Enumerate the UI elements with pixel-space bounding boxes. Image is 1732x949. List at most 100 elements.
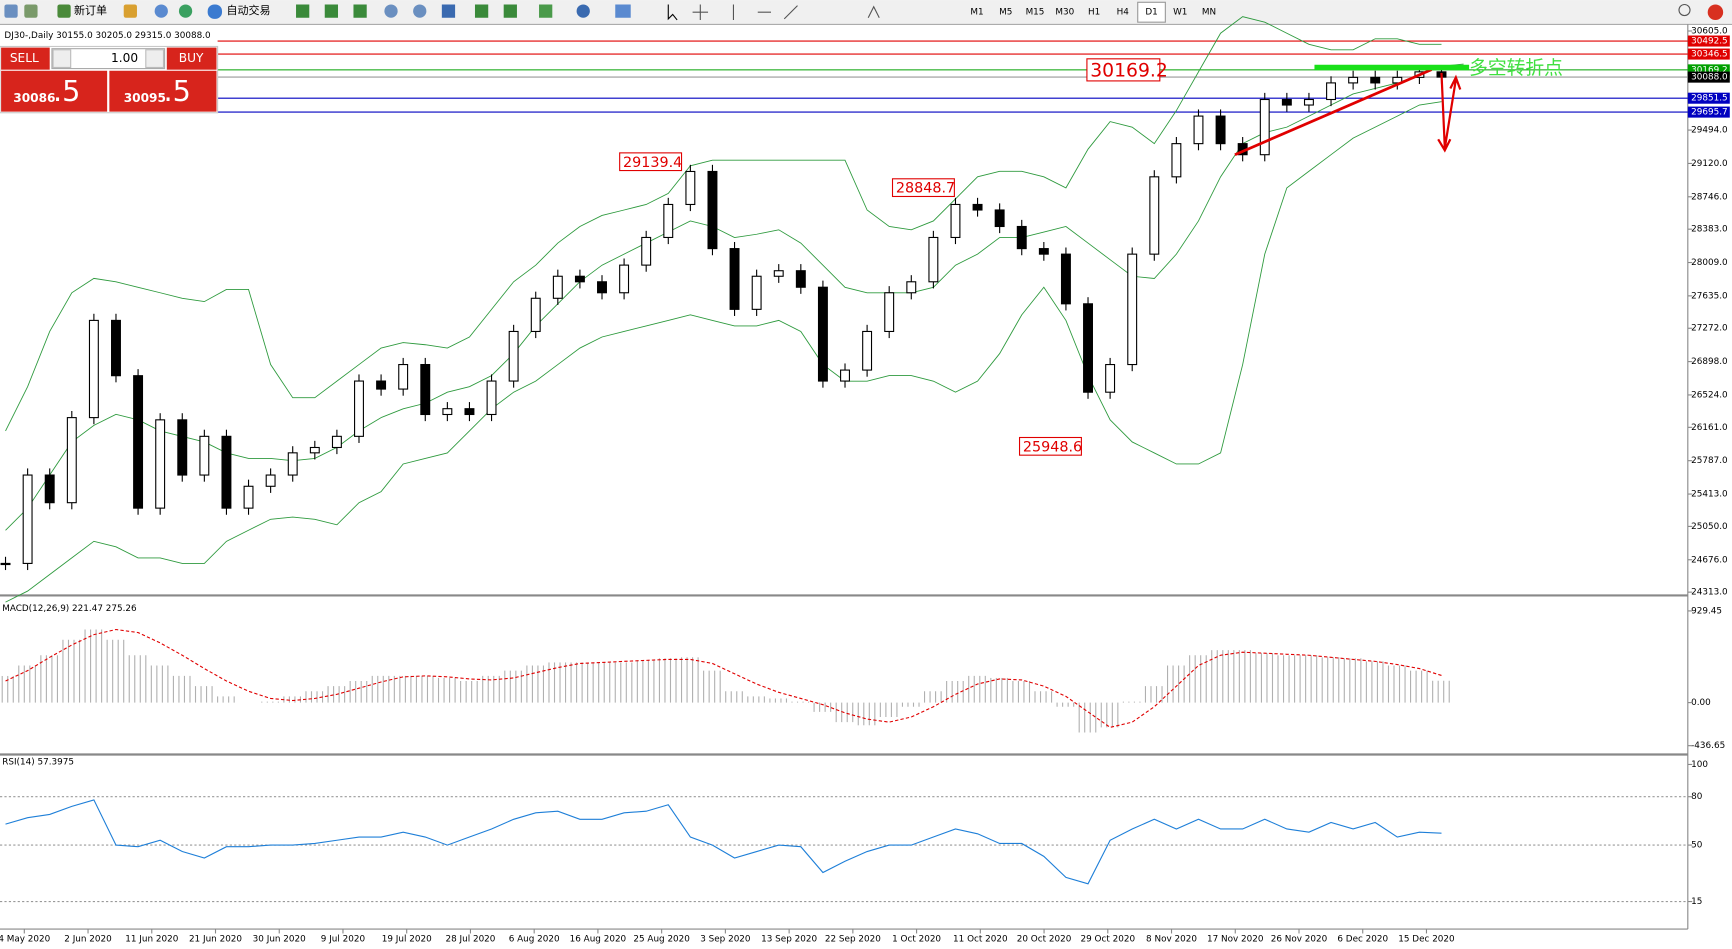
candle-body: [729, 248, 740, 310]
candle-body: [464, 408, 475, 416]
date-label: 9 Jul 2020: [321, 934, 366, 944]
timeframe-button[interactable]: H4: [1117, 8, 1130, 18]
candle-body: [1083, 303, 1093, 393]
timeframe-button[interactable]: W1: [1173, 8, 1187, 18]
macd-panel: MACD(12,26,9) 221.47 275.26 929.45 0.00 -43…: [1, 604, 1725, 751]
candle-body: [1105, 363, 1116, 393]
candle-body: [398, 363, 409, 390]
price-level-label: 30492.5: [1691, 37, 1728, 47]
candle-body: [707, 170, 718, 250]
price-level-label: 30346.5: [1691, 50, 1728, 60]
price-level-tag: [1687, 92, 1730, 104]
sell-label[interactable]: SELL: [10, 51, 39, 65]
candle-body: [155, 419, 166, 509]
date-label: 6 Aug 2020: [509, 934, 560, 944]
rsi-panel: RSI(14) 57.3975 100 80 50 15: [0, 758, 1708, 907]
timeframe-button[interactable]: M5: [999, 8, 1012, 18]
candle-body: [0, 562, 11, 566]
candle-body: [928, 236, 939, 283]
timeframe-button[interactable]: D1: [1145, 8, 1157, 18]
candle-body: [1171, 143, 1182, 178]
candle-body: [88, 319, 99, 419]
candle-body: [66, 417, 77, 504]
candle-body: [287, 452, 298, 476]
price-annotation: 25948.6: [1023, 439, 1082, 455]
y-tick-label: 27635.0: [1691, 291, 1728, 301]
price-annotation-box: [891, 178, 955, 198]
pivot-text: 多空转折点: [1469, 57, 1563, 79]
new-order-button[interactable]: 新订单: [74, 3, 107, 17]
price-level-label: 30169.2: [1691, 65, 1728, 75]
bollinger-band: [5, 101, 1442, 603]
price-level-tag: [1687, 71, 1730, 83]
candle-body: [22, 474, 33, 564]
buy-label[interactable]: BUY: [179, 51, 204, 65]
candle-body: [751, 275, 762, 310]
date-label: 13 Sep 2020: [761, 934, 817, 944]
toolbar: [0, 0, 1732, 25]
timeframe-button[interactable]: M15: [1026, 8, 1045, 18]
price-level-label: 30088.0: [1691, 73, 1728, 83]
candle-body: [376, 380, 387, 390]
bid-box[interactable]: [1, 70, 108, 112]
sell-button[interactable]: [1, 47, 50, 70]
date-label: 4 May 2020: [0, 934, 51, 944]
candle-body: [508, 330, 519, 382]
price-level-tag: [1687, 48, 1730, 60]
date-label: 30 Jun 2020: [253, 934, 306, 944]
y-tick-label: 29494.0: [1691, 126, 1728, 136]
date-label: 20 Oct 2020: [1017, 934, 1072, 944]
date-label: 26 Nov 2020: [1271, 934, 1328, 944]
ask-box[interactable]: [109, 70, 217, 112]
chart-header: DJ30-,Daily 30155.0 30205.0 29315.0 3008…: [4, 31, 211, 41]
date-label: 2 Jun 2020: [64, 934, 112, 944]
candle-body: [1281, 98, 1292, 106]
bollinger-band: [5, 16, 1442, 432]
bid-main: 30086: [13, 91, 55, 105]
candle-body: [574, 275, 585, 283]
candle-body: [663, 203, 674, 239]
y-tick-label: 24676.0: [1691, 555, 1728, 565]
timeframe-button[interactable]: H1: [1088, 8, 1100, 18]
timeframe-button[interactable]: M1: [970, 8, 983, 18]
y-tick-label: 50: [1691, 841, 1703, 851]
candle-body: [950, 203, 961, 239]
y-tick-label: 24313.0: [1691, 588, 1728, 598]
date-label: 16 Aug 2020: [570, 934, 627, 944]
lot-value[interactable]: 1.00: [111, 51, 138, 65]
candle-body: [795, 270, 806, 288]
arrow: [1437, 72, 1462, 153]
candle-body: [420, 363, 431, 416]
y-tick-label: 26898.0: [1691, 357, 1728, 367]
price-annotation-box: [619, 152, 683, 172]
y-tick-label: 28009.0: [1691, 258, 1728, 268]
candle-body: [331, 435, 342, 449]
buy-button[interactable]: [166, 47, 217, 70]
price-annotation-box: [1018, 436, 1082, 456]
bollinger-band: [5, 63, 1464, 531]
annotations: 30169.2 29139.4 28848.7 25948.6: [619, 58, 1168, 456]
date-axis: 4 May 2020 2 Jun 2020 11 Jun 2020 21 Jun 20…: [0, 929, 1455, 944]
date-label: 11 Oct 2020: [953, 934, 1008, 944]
price-annotation: 30169.2: [1090, 60, 1168, 81]
candle-body: [530, 297, 541, 333]
timeframe-button[interactable]: MN: [1202, 8, 1216, 18]
y-tick-label: 30605.0: [1691, 27, 1728, 37]
lot-input[interactable]: [51, 48, 166, 70]
candle-body: [773, 270, 784, 277]
date-label: 17 Nov 2020: [1207, 934, 1264, 944]
candle-body: [354, 380, 364, 437]
date-label: 1 Oct 2020: [892, 934, 941, 944]
auto-trading-button[interactable]: 自动交易: [226, 3, 270, 17]
toolbar-icons: [4, 3, 1724, 21]
macd-signal: [5, 628, 1442, 728]
timeframe-button[interactable]: M30: [1055, 8, 1074, 18]
candle-body: [1193, 115, 1204, 145]
candle-body: [1392, 76, 1403, 84]
ask-pip: .5: [163, 74, 190, 108]
date-label: 19 Jul 2020: [382, 934, 432, 944]
candle-body: [1038, 248, 1049, 255]
candle-body: [1016, 225, 1027, 250]
candle-body: [1149, 176, 1160, 255]
